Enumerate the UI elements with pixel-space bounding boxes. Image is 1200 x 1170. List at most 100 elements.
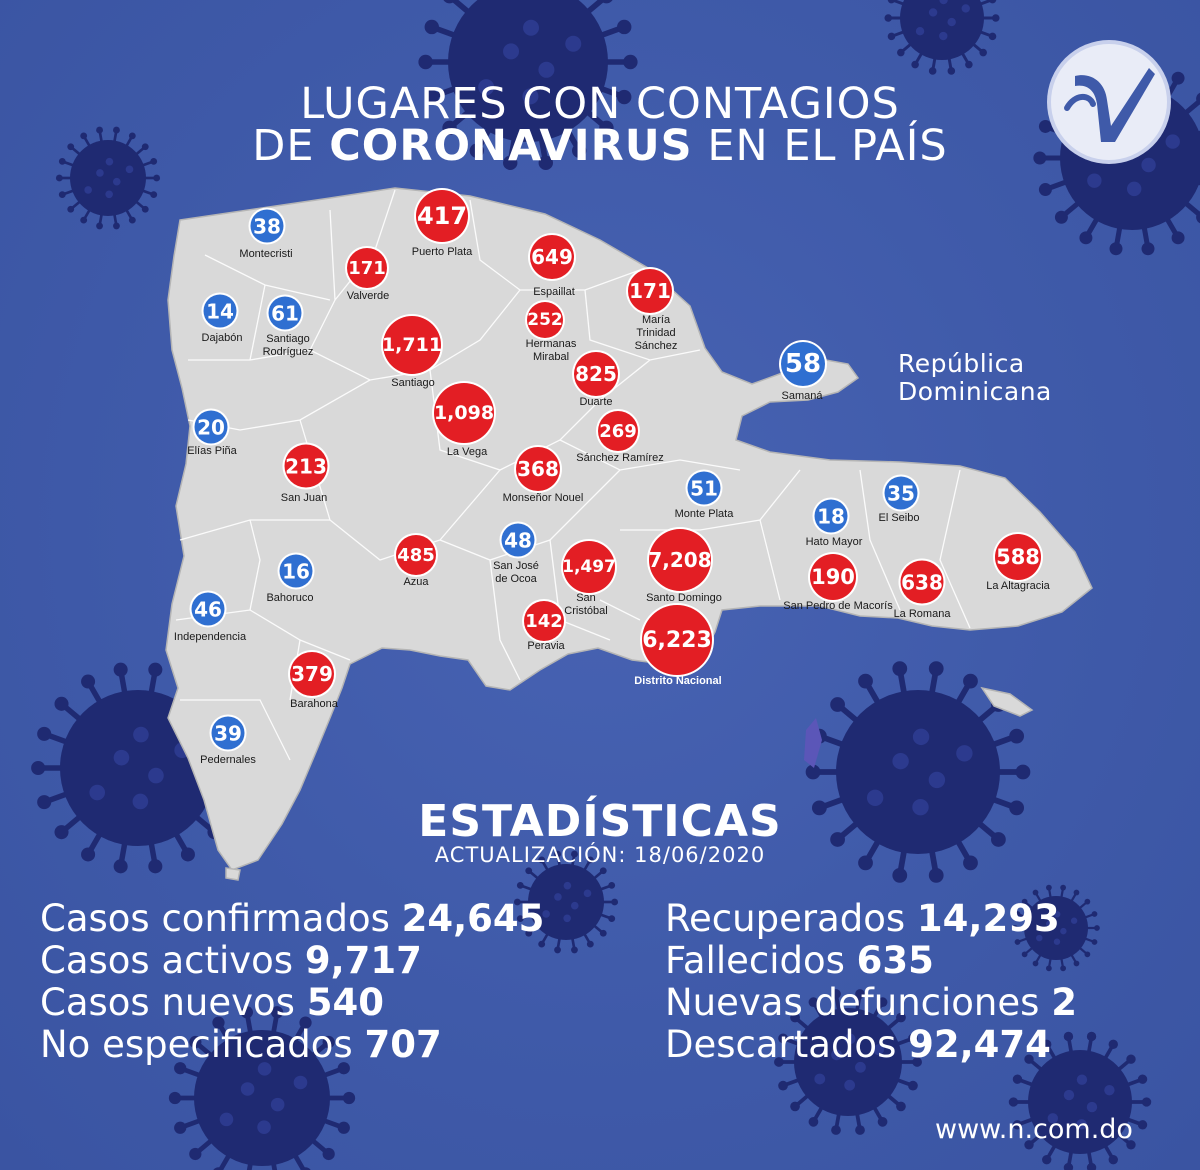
- province-name-label: San Juan: [280, 492, 328, 504]
- stat-label: Recuperados: [665, 897, 906, 940]
- province-name-label: Duarte: [579, 396, 613, 408]
- case-count-bubble: 417: [416, 190, 468, 242]
- case-count-bubble: 649: [530, 235, 574, 279]
- virus-icon: [1012, 884, 1100, 972]
- stats-heading: ESTADÍSTICAS: [418, 796, 782, 847]
- stat-label: Casos activos: [40, 939, 294, 982]
- stat-row: Nuevas defunciones 2: [665, 982, 1077, 1024]
- beata-island: [225, 867, 241, 881]
- province-name-label: Monseñor Nouel: [502, 492, 584, 504]
- case-count-bubble: 252: [527, 302, 563, 338]
- stat-label: No especificados: [40, 1023, 353, 1066]
- website-url[interactable]: www.n.com.do: [935, 1114, 1133, 1145]
- province-name-label: Santiago Rodríguez: [262, 333, 314, 358]
- case-count-bubble: 16: [279, 554, 313, 588]
- stat-label: Fallecidos: [665, 939, 845, 982]
- virus-icon: [55, 126, 161, 230]
- case-count-bubble: 61: [268, 296, 302, 330]
- case-count-bubble: 35: [884, 476, 918, 510]
- title-highlight: CORONAVIRUS: [329, 121, 693, 171]
- stat-value: 2: [1051, 981, 1077, 1024]
- case-count-bubble: 638: [900, 560, 944, 604]
- case-count-bubble: 7,208: [648, 529, 712, 591]
- stats-right-column: Recuperados 14,293 Fallecidos 635 Nuevas…: [665, 898, 1077, 1066]
- province-name-label: Sánchez Ramírez: [576, 452, 664, 464]
- province-name-label: Puerto Plata: [411, 246, 473, 258]
- stat-label: Nuevas defunciones: [665, 981, 1040, 1024]
- stat-label: Casos confirmados: [40, 897, 390, 940]
- province-name-label: Azua: [403, 576, 429, 588]
- stat-value: 635: [856, 939, 934, 982]
- saona-island: [980, 686, 1034, 717]
- province-name-label: La Altagracia: [986, 580, 1050, 592]
- stat-row: Casos confirmados 24,645: [40, 898, 544, 940]
- country-label-line-2: Dominicana: [898, 377, 1052, 406]
- province-name-label: Santiago: [391, 377, 435, 389]
- brand-logo: [1047, 40, 1171, 164]
- virus-icon: [1008, 1031, 1152, 1170]
- case-count-bubble: 142: [524, 601, 564, 641]
- stat-row: Fallecidos 635: [665, 940, 1077, 982]
- case-count-bubble: 20: [194, 410, 228, 444]
- stat-row: No especificados 707: [40, 1024, 544, 1066]
- province-name-label: Elías Piña: [187, 445, 237, 457]
- province-name-label: Dajabón: [201, 332, 243, 344]
- case-count-bubble: 39: [211, 716, 245, 750]
- stats-left-column: Casos confirmados 24,645 Casos activos 9…: [40, 898, 544, 1066]
- title-line-2: DE CORONAVIRUS EN EL PAÍS: [0, 124, 1200, 168]
- province-name-label: Peravia: [527, 640, 565, 652]
- case-count-bubble: 171: [347, 248, 387, 288]
- case-count-bubble: 190: [810, 554, 856, 600]
- stat-value: 540: [306, 981, 384, 1024]
- title-line-2-prefix: DE: [252, 121, 330, 171]
- virus-icon: [774, 989, 922, 1135]
- province-name-label: Hato Mayor: [805, 536, 863, 548]
- case-count-bubble: 379: [290, 652, 334, 696]
- stat-value: 24,645: [401, 897, 545, 940]
- title-line-2-suffix: EN EL PAÍS: [692, 121, 948, 171]
- small-island-purple: [804, 718, 822, 768]
- province-name-label: Montecristi: [239, 248, 293, 260]
- stat-label: Descartados: [665, 1023, 897, 1066]
- virus-icon: [884, 0, 1000, 75]
- province-name-label: Barahona: [290, 698, 338, 710]
- province-name-label: San Cristóbal: [564, 592, 608, 617]
- case-count-bubble: 368: [516, 447, 560, 491]
- country-label: República Dominicana: [898, 350, 1052, 406]
- case-count-bubble: 58: [781, 342, 825, 386]
- case-count-bubble: 51: [687, 471, 721, 505]
- stat-row: Casos nuevos 540: [40, 982, 544, 1024]
- stat-row: Recuperados 14,293: [665, 898, 1077, 940]
- province-name-label: María Trinidad Sánchez: [634, 314, 678, 352]
- case-count-bubble: 171: [628, 269, 672, 313]
- stat-row: Descartados 92,474: [665, 1024, 1077, 1066]
- virus-icon: [513, 850, 619, 954]
- case-count-bubble: 6,223: [642, 605, 712, 675]
- virus-icon: [805, 661, 1031, 883]
- case-count-bubble: 18: [814, 499, 848, 533]
- case-count-bubble: 825: [574, 352, 618, 396]
- province-name-label: Independencia: [173, 631, 247, 643]
- case-count-bubble: 1,497: [562, 541, 616, 593]
- case-count-bubble: 38: [250, 209, 284, 243]
- province-name-label: La Vega: [446, 446, 488, 458]
- virus-icon: [418, 0, 638, 171]
- province-name-label: El Seibo: [878, 512, 920, 524]
- case-count-bubble: 588: [995, 534, 1041, 580]
- title-line-1: LUGARES CON CONTAGIOS: [300, 79, 900, 129]
- case-count-bubble: 213: [284, 444, 328, 488]
- province-name-label: Pedernales: [200, 754, 256, 766]
- province-name-label: Espaillat: [533, 286, 575, 298]
- province-name-label: Bahoruco: [266, 592, 314, 604]
- case-count-bubble: 46: [191, 592, 225, 626]
- stat-value: 707: [364, 1023, 442, 1066]
- stat-value: 92,474: [908, 1023, 1051, 1066]
- case-count-bubble: 269: [598, 411, 638, 451]
- province-name-label: Santo Domingo: [646, 592, 722, 604]
- virus-illustrations: [31, 0, 1200, 1170]
- province-name-label: San Pedro de Macorís: [783, 600, 893, 612]
- province-name-label: Monte Plata: [674, 508, 734, 520]
- province-name-label: San José de Ocoa: [493, 560, 539, 585]
- province-name-label: Samaná: [781, 390, 823, 402]
